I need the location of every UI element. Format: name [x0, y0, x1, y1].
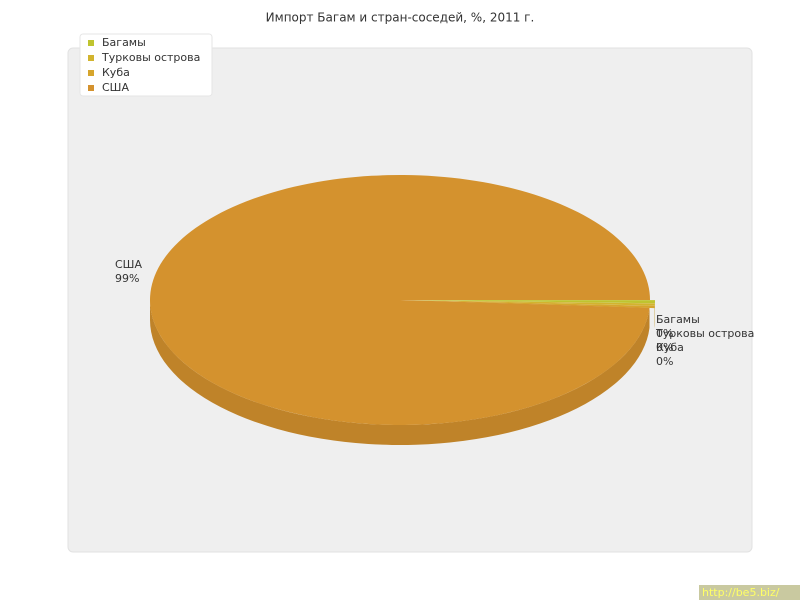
legend-box [79, 33, 213, 97]
legend-swatch [88, 70, 94, 76]
legend-label: США [102, 81, 129, 94]
data-label-name: Багамы [656, 313, 700, 326]
legend-label: Куба [102, 66, 130, 79]
legend-label: Турковы острова [101, 51, 200, 64]
watermark-box [699, 585, 800, 600]
watermark: http://be5.biz/ [702, 586, 780, 599]
legend-label: Багамы [102, 36, 146, 49]
slice-side [150, 300, 650, 445]
slice [404, 300, 655, 304]
legend-swatch [88, 55, 94, 61]
data-label: 0% [656, 341, 673, 354]
data-label: 99% [115, 272, 139, 285]
chart-title: Импорт Багам и стран-соседей, %, 2011 г. [266, 11, 535, 25]
legend-swatch [88, 40, 94, 46]
slice [150, 174, 650, 425]
data-label-name: Турковы острова [655, 327, 754, 340]
legend-swatch [88, 85, 94, 91]
data-label-name: Куба [656, 341, 684, 354]
data-label-name: США [115, 258, 142, 271]
data-label: 0% [656, 355, 673, 368]
slice [404, 300, 655, 306]
data-label: 0% [656, 327, 673, 340]
